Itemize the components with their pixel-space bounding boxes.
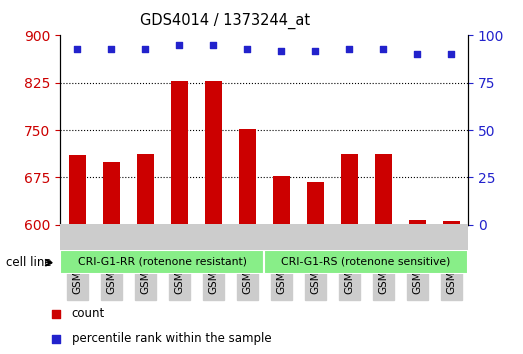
Bar xyxy=(374,154,392,225)
Bar xyxy=(103,162,120,225)
Bar xyxy=(272,176,290,225)
Text: CRI-G1-RR (rotenone resistant): CRI-G1-RR (rotenone resistant) xyxy=(77,257,247,267)
Bar xyxy=(204,81,222,225)
Bar xyxy=(238,130,256,225)
Point xyxy=(413,51,422,57)
Point xyxy=(346,20,355,25)
Text: GDS4014 / 1373244_at: GDS4014 / 1373244_at xyxy=(140,12,310,29)
Bar xyxy=(408,221,426,225)
Bar xyxy=(137,154,154,225)
Point xyxy=(107,46,116,51)
Point xyxy=(345,46,354,51)
Bar xyxy=(170,81,188,225)
Point xyxy=(209,42,218,48)
Point xyxy=(379,46,388,51)
Point xyxy=(141,46,150,51)
Text: CRI-G1-RS (rotenone sensitive): CRI-G1-RS (rotenone sensitive) xyxy=(281,257,451,267)
Point xyxy=(277,48,286,53)
Point xyxy=(447,51,456,57)
Bar xyxy=(69,155,86,225)
Point xyxy=(175,42,184,48)
Point xyxy=(73,46,82,51)
Point xyxy=(311,48,320,53)
Text: cell line: cell line xyxy=(6,256,52,269)
Bar xyxy=(264,250,468,274)
Bar xyxy=(442,221,460,225)
Text: count: count xyxy=(72,307,105,320)
Point xyxy=(346,246,355,251)
Bar xyxy=(60,250,264,274)
Bar xyxy=(340,154,358,225)
Point xyxy=(243,46,252,51)
Text: percentile rank within the sample: percentile rank within the sample xyxy=(72,332,271,345)
Bar xyxy=(306,182,324,225)
